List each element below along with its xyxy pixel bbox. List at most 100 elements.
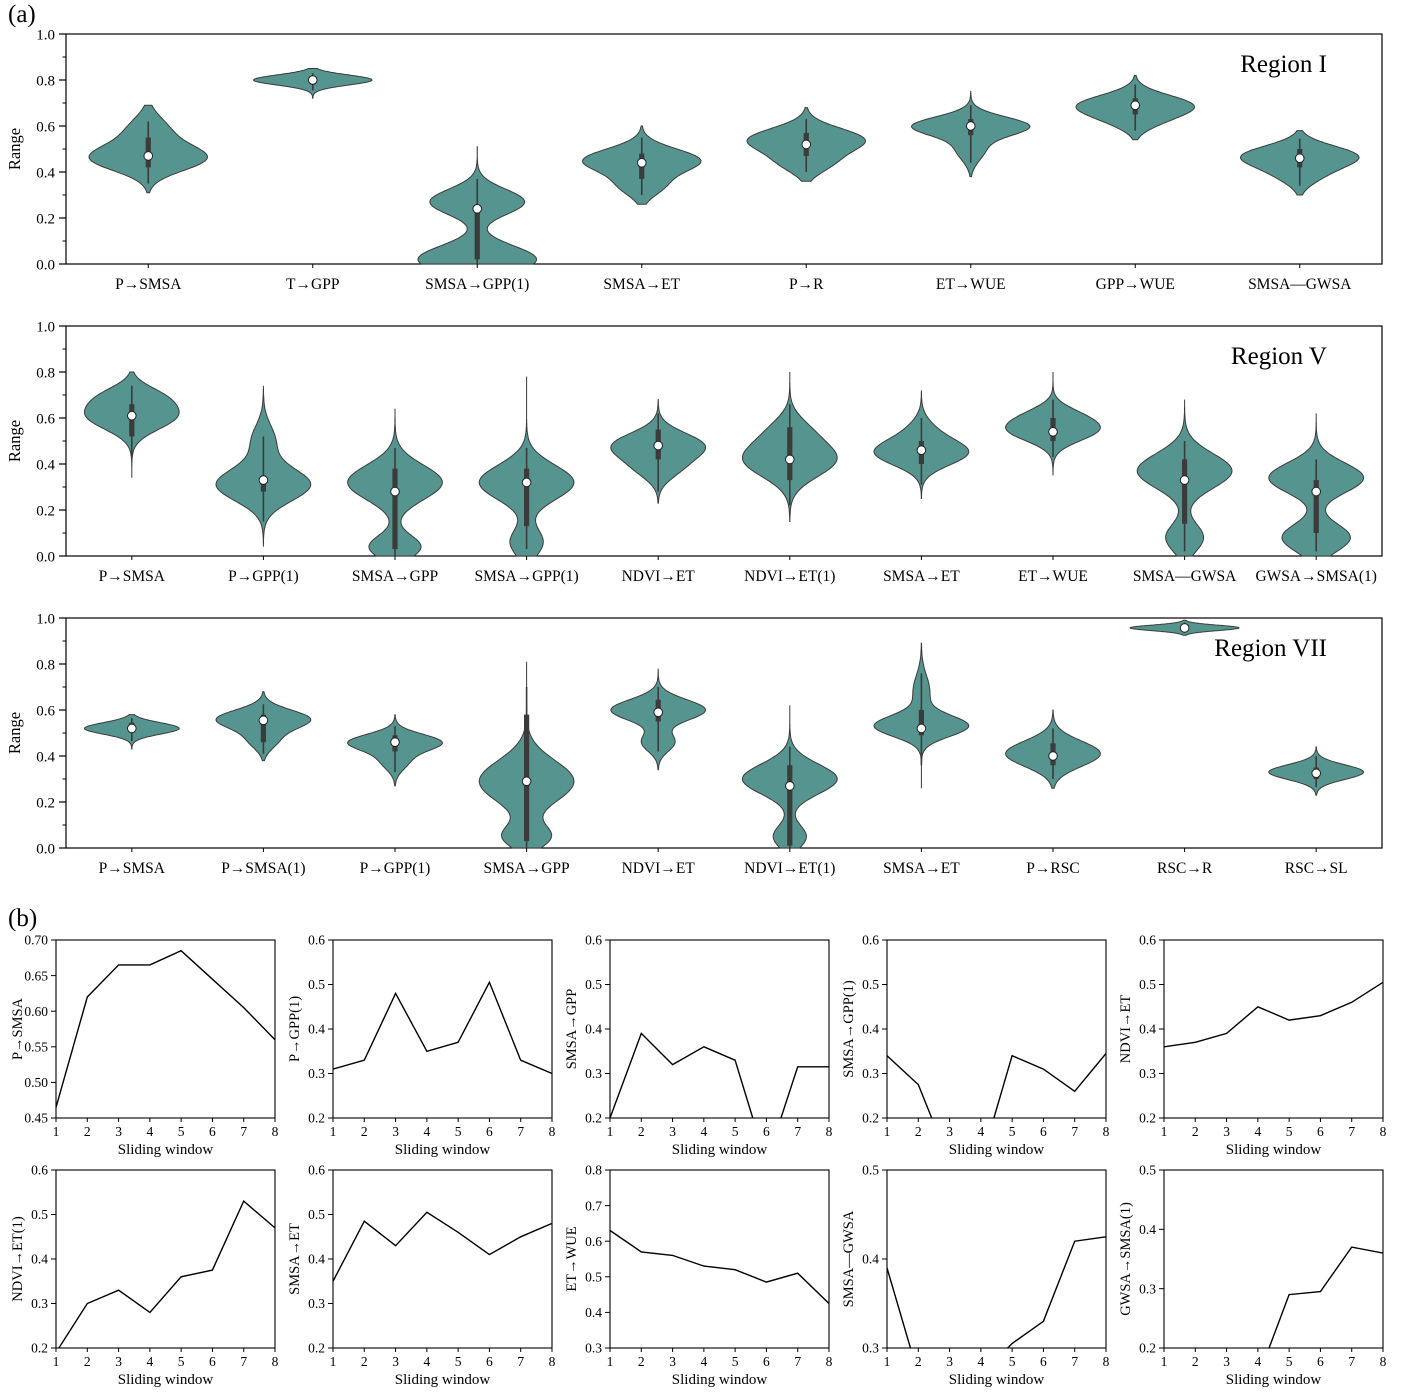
svg-text:0.5: 0.5: [308, 977, 325, 992]
svg-text:2: 2: [84, 1124, 91, 1139]
svg-text:4: 4: [1254, 1354, 1261, 1369]
svg-text:Range: Range: [5, 712, 24, 754]
svg-text:0.0: 0.0: [36, 549, 55, 565]
svg-text:0.6: 0.6: [862, 933, 879, 948]
svg-text:1: 1: [1161, 1124, 1168, 1139]
svg-text:NDVI→ET(1): NDVI→ET(1): [744, 568, 835, 585]
svg-text:1: 1: [330, 1124, 337, 1139]
svg-text:0.2: 0.2: [1139, 1341, 1156, 1356]
svg-text:7: 7: [240, 1124, 247, 1139]
svg-text:6: 6: [209, 1354, 216, 1369]
svg-text:0.8: 0.8: [36, 365, 55, 381]
svg-text:0.4: 0.4: [585, 1022, 602, 1037]
svg-text:0.6: 0.6: [31, 1163, 48, 1178]
svg-text:0.2: 0.2: [308, 1111, 325, 1126]
svg-text:1: 1: [607, 1354, 614, 1369]
svg-text:3: 3: [115, 1354, 122, 1369]
svg-text:Region VII: Region VII: [1214, 635, 1327, 662]
svg-text:7: 7: [517, 1354, 524, 1369]
svg-text:Sliding window: Sliding window: [118, 1142, 214, 1158]
svg-text:1: 1: [884, 1354, 891, 1369]
svg-text:NDVI→ET: NDVI→ET: [622, 860, 696, 877]
line-chart-p-smsa: 0.45 0.50 0.55 0.60 0.65 0.70 1 2 3 4 5 6 7 8 Sliding …: [10, 933, 279, 1158]
svg-text:0.3: 0.3: [308, 1066, 325, 1081]
svg-text:0.2: 0.2: [308, 1341, 325, 1356]
svg-text:3: 3: [392, 1354, 399, 1369]
svg-text:8: 8: [1103, 1124, 1110, 1139]
line-chart-ndvi-et1: 0.2 0.3 0.4 0.5 0.6 1 2 3 4 5 6 7 8 Sliding window NDV…: [10, 1163, 279, 1388]
svg-text:0.5: 0.5: [862, 977, 879, 992]
svg-text:Sliding window: Sliding window: [395, 1372, 491, 1388]
svg-text:1: 1: [53, 1124, 60, 1139]
svg-text:6: 6: [486, 1124, 493, 1139]
line-chart-smsa-gpp1: 0.2 0.3 0.4 0.5 0.6 1 2 3 4 5 6 7 8 Sliding window SMS…: [841, 933, 1110, 1158]
svg-text:4: 4: [977, 1124, 984, 1139]
svg-text:1: 1: [607, 1124, 614, 1139]
svg-text:P→GPP(1): P→GPP(1): [228, 568, 299, 585]
svg-text:6: 6: [1040, 1354, 1047, 1369]
svg-text:SMSA→ET: SMSA→ET: [883, 860, 960, 877]
svg-text:0.60: 0.60: [24, 1004, 48, 1019]
svg-text:7: 7: [517, 1124, 524, 1139]
svg-text:2: 2: [1192, 1354, 1199, 1369]
svg-text:0.6: 0.6: [1139, 933, 1156, 948]
svg-text:4: 4: [977, 1354, 984, 1369]
svg-text:0.2: 0.2: [36, 503, 55, 519]
svg-text:1.0: 1.0: [36, 320, 55, 335]
svg-text:RSC→R: RSC→R: [1157, 860, 1213, 877]
svg-text:0.3: 0.3: [308, 1296, 325, 1311]
svg-text:0.5: 0.5: [585, 1270, 602, 1285]
svg-text:Region I: Region I: [1240, 51, 1327, 78]
svg-text:4: 4: [146, 1354, 153, 1369]
svg-text:P→SMSA(1): P→SMSA(1): [221, 860, 305, 877]
line-chart-et-wue: 0.3 0.4 0.5 0.6 0.7 0.8 1 2 3 4 5 6 7 8 Sliding window…: [564, 1163, 833, 1388]
svg-text:5: 5: [1009, 1354, 1016, 1369]
svg-text:0.5: 0.5: [31, 1207, 48, 1222]
svg-text:P→RSC: P→RSC: [1026, 860, 1079, 877]
svg-text:2: 2: [638, 1354, 645, 1369]
svg-text:0.7: 0.7: [585, 1198, 602, 1213]
svg-text:Range: Range: [5, 420, 24, 462]
violin-panel-region-v: 0.0 0.2 0.4 0.6 0.8 1.0 Range Region V P→SMSA P→G…: [5, 320, 1383, 585]
svg-text:6: 6: [486, 1354, 493, 1369]
line-chart-ndvi-et: 0.2 0.3 0.4 0.5 0.6 1 2 3 4 5 6 7 8 Sliding window NDV…: [1118, 933, 1387, 1158]
svg-text:0.2: 0.2: [1139, 1111, 1156, 1126]
svg-text:8: 8: [826, 1354, 833, 1369]
svg-text:7: 7: [794, 1354, 801, 1369]
svg-text:0.4: 0.4: [1139, 1222, 1156, 1237]
svg-text:6: 6: [763, 1354, 770, 1369]
svg-text:1.0: 1.0: [36, 28, 55, 43]
svg-text:7: 7: [1071, 1124, 1078, 1139]
svg-text:Sliding window: Sliding window: [1226, 1372, 1322, 1388]
svg-text:5: 5: [732, 1124, 739, 1139]
svg-text:5: 5: [1286, 1354, 1293, 1369]
svg-text:0.5: 0.5: [1139, 977, 1156, 992]
svg-text:ET→WUE: ET→WUE: [1018, 568, 1088, 585]
svg-text:2: 2: [638, 1124, 645, 1139]
svg-text:0.5: 0.5: [308, 1207, 325, 1222]
svg-text:Range: Range: [5, 128, 24, 170]
svg-text:5: 5: [732, 1354, 739, 1369]
svg-text:7: 7: [1348, 1124, 1355, 1139]
svg-text:SMSA→ET: SMSA→ET: [287, 1223, 303, 1295]
svg-text:0.2: 0.2: [36, 795, 55, 811]
svg-text:2: 2: [915, 1124, 922, 1139]
svg-text:0.3: 0.3: [862, 1341, 879, 1356]
svg-text:ET→WUE: ET→WUE: [936, 276, 1006, 293]
svg-text:3: 3: [1223, 1124, 1230, 1139]
panel-b-label: (b): [8, 905, 38, 932]
svg-text:NDVI→ET(1): NDVI→ET(1): [744, 860, 835, 877]
svg-text:P→SMSA: P→SMSA: [99, 568, 166, 585]
svg-text:GWSA→SMSA(1): GWSA→SMSA(1): [1118, 1202, 1134, 1316]
svg-text:5: 5: [1286, 1124, 1293, 1139]
svg-text:5: 5: [178, 1124, 185, 1139]
svg-text:0.5: 0.5: [862, 1163, 879, 1178]
svg-text:0.0: 0.0: [36, 841, 55, 857]
svg-text:0.2: 0.2: [36, 211, 55, 227]
svg-text:RSC→SL: RSC→SL: [1285, 860, 1348, 877]
svg-text:SMSA→ET: SMSA→ET: [883, 568, 960, 585]
svg-text:0.8: 0.8: [36, 657, 55, 673]
violin-panel-region-vii: 0.0 0.2 0.4 0.6 0.8 1.0 Range Region VII P→SMSA P…: [5, 612, 1383, 877]
svg-text:0.8: 0.8: [36, 73, 55, 89]
svg-text:SMSA→ET: SMSA→ET: [603, 276, 680, 293]
